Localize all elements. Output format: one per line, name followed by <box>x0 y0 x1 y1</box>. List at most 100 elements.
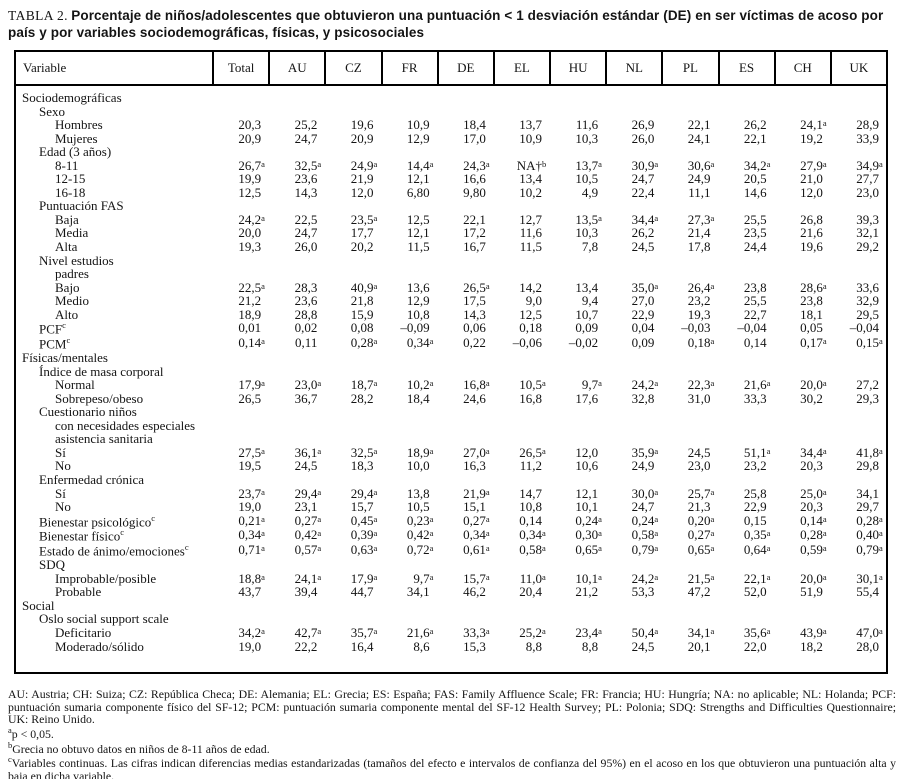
data-cell: 53,3 <box>631 584 655 600</box>
row-label: Bajo <box>55 279 80 295</box>
data-cell: 27,7 <box>856 171 879 187</box>
data-cell: 21,6 <box>800 225 823 241</box>
data-cell: 22,5 <box>294 211 318 227</box>
data-cell: 19,3 <box>238 239 262 255</box>
data-cell: 17,0 <box>463 130 486 146</box>
data-cell: 0,15 a <box>856 335 883 351</box>
data-cell: 26,2 <box>743 117 767 133</box>
data-cell: 36,1 a <box>294 444 322 460</box>
data-cell: 0,40 a <box>856 527 883 543</box>
data-cell: 12,7 <box>519 211 542 227</box>
data-cell: 0,27 a <box>294 512 322 528</box>
data-cell: 18,7 a <box>350 377 378 393</box>
data-cell: –0,02 <box>568 335 599 351</box>
data-cell: 18,9 a <box>406 444 434 460</box>
row-label: No <box>55 499 71 515</box>
data-cell: 13,7 a <box>575 157 602 173</box>
table-row: No 19,5 24,5 18,3 10,0 16,3 11,2 10,6 24,9 23,0 23… <box>16 459 886 473</box>
data-cell: 22,5 a <box>238 279 265 295</box>
row-label: 16-18 <box>55 184 86 200</box>
country-column-header: HU <box>549 52 605 84</box>
row-label: 12-15 <box>55 171 86 187</box>
row-label: Mujeres <box>55 130 98 146</box>
data-cell: 39,3 <box>856 211 879 227</box>
data-cell: 24,5 <box>294 458 318 474</box>
data-cell: 22,4 <box>631 184 655 200</box>
data-cell: 27,5 a <box>238 444 265 460</box>
data-cell: 34,1 a <box>687 624 715 640</box>
row-label: Hombres <box>55 117 103 133</box>
country-column-header: CZ <box>324 52 380 84</box>
data-cell: 12,0 <box>575 444 599 460</box>
data-cell: 35,7 a <box>350 624 378 640</box>
country-column-header: UK <box>829 52 886 84</box>
row-label: Baja <box>55 211 79 227</box>
data-cell: 0,64 a <box>743 542 771 558</box>
data-cell: 47,0 a <box>856 624 883 640</box>
data-cell: 0,42 a <box>406 527 434 543</box>
data-cell: 24,7 <box>294 130 318 146</box>
section-label-row: Enfermedad crónica <box>16 473 886 487</box>
data-cell: 0,27 a <box>463 512 490 528</box>
data-cell: 35,0 a <box>631 279 659 295</box>
row-label: Índice de masa corporal <box>39 363 164 379</box>
data-cell: 22,9 <box>743 499 767 515</box>
data-cell: 25,2 a <box>519 624 546 640</box>
table-row: Probable 43,7 39,4 44,7 34,1 46,2 20,4 21,2 53,3… <box>16 585 886 599</box>
data-cell: 11,0 a <box>519 570 546 586</box>
data-cell: 20,9 <box>350 130 374 146</box>
data-cell: 19,6 <box>350 117 374 133</box>
data-cell: 0,34 a <box>238 527 265 543</box>
data-cell: 13,5 a <box>575 211 602 227</box>
data-cell: 32,9 <box>856 293 879 309</box>
section-label-row: asistencia sanitaria <box>16 432 886 446</box>
data-cell: 24,5 <box>631 638 655 654</box>
data-cell: 21,2 <box>238 293 262 309</box>
data-cell: 22,0 <box>743 638 767 654</box>
country-column-header: ES <box>717 52 774 84</box>
data-cell: 20,2 <box>350 239 374 255</box>
data-cell: 0,21 a <box>238 512 265 528</box>
data-cell: 10,0 <box>406 458 430 474</box>
data-cell: 19,0 <box>238 499 262 515</box>
row-label: PCFc <box>39 320 66 337</box>
data-cell: 23,0 <box>687 458 711 474</box>
data-cell: 18,8 a <box>238 570 265 586</box>
row-label: Improbable/posible <box>55 570 157 586</box>
data-cell: 24,9 <box>687 171 711 187</box>
data-cell: 0,15 <box>743 512 767 528</box>
data-cell: 32,5 a <box>294 157 322 173</box>
data-cell: –0,06 <box>512 335 542 351</box>
table-row: Baja 24,2 a 22,5 23,5 a 12,5 22,1 12,7 13,5 a 34,4 a… <box>16 213 886 227</box>
data-cell: 0,58 a <box>519 542 546 558</box>
data-cell: 10,5 <box>406 499 430 515</box>
data-cell: 21,6 a <box>743 377 771 393</box>
data-cell: 16,7 <box>463 239 486 255</box>
data-cell: 26,4 a <box>687 279 715 295</box>
data-cell: 0,24 a <box>631 512 659 528</box>
row-label: Social <box>22 597 55 613</box>
data-cell: 36,7 <box>294 390 318 406</box>
data-cell: 11,6 <box>575 117 599 133</box>
data-cell: 18,4 <box>406 390 430 406</box>
data-cell: 0,65 a <box>575 542 602 558</box>
data-cell: 0,14 <box>519 512 542 528</box>
data-cell: –0,09 <box>400 320 430 336</box>
section-label-row: Social <box>16 599 886 613</box>
section-label-row: Nivel estudios <box>16 253 886 268</box>
data-cell: 9,7 a <box>413 570 434 586</box>
data-cell: 0,79 a <box>856 542 883 558</box>
section-label-row: Puntuación FAS <box>16 199 886 213</box>
data-cell: 16,3 <box>463 458 486 474</box>
row-label: Alta <box>55 239 78 255</box>
data-cell: 14,7 <box>519 485 542 501</box>
table-row: Media 20,0 24,7 17,7 12,1 17,2 11,6 10,3 26,2 21,… <box>16 226 886 240</box>
section-label-row: padres <box>16 267 886 281</box>
data-cell: 6,80 <box>406 184 430 200</box>
data-cell: 10,2 <box>519 184 542 200</box>
data-cell: 0,14 a <box>238 335 265 351</box>
data-cell: 26,7 a <box>238 157 265 173</box>
data-cell: 11,1 <box>688 184 711 200</box>
data-cell: 20,1 <box>687 638 711 654</box>
data-cell: 17,9 a <box>238 377 265 393</box>
